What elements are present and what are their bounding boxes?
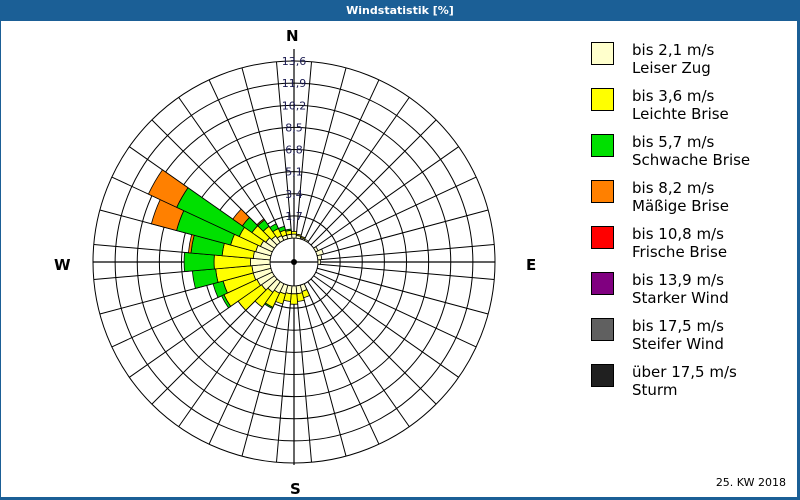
legend-label: bis 5,7 m/s Schwache Brise — [632, 133, 751, 169]
direction-south-label: S — [290, 480, 301, 498]
wind-sector-segment — [303, 238, 310, 243]
grid-spoke — [275, 285, 293, 463]
wind-sector-segment — [147, 169, 189, 208]
legend-label: über 17,5 m/s Sturm — [632, 363, 737, 399]
legend-label: bis 13,9 m/s Starker Wind — [632, 271, 729, 307]
legend: bis 2,1 m/s Leiser Zug bis 3,6 m/s Leichte … — [589, 41, 789, 410]
wind-sector-segment — [291, 233, 297, 239]
wind-sector-segment — [232, 208, 250, 227]
grid-spoke — [295, 61, 313, 239]
legend-swatch — [591, 272, 614, 295]
legend-item: über 17,5 m/s Sturm — [589, 363, 789, 410]
grid-spoke — [317, 267, 489, 315]
wind-sector-segment — [316, 254, 323, 261]
direction-west-label: W — [54, 256, 71, 274]
grid-spoke — [178, 97, 281, 243]
radial-tick-label: 3,4 — [285, 188, 303, 201]
wind-sector-segment — [317, 259, 322, 265]
grid-spoke — [313, 146, 459, 249]
radial-tick-label: 13,6 — [282, 55, 307, 68]
legend-swatch — [591, 226, 614, 249]
wind-sector-segment — [289, 293, 299, 305]
wind-sector-segment — [183, 251, 215, 273]
grid-spoke — [241, 285, 289, 457]
radial-tick-label: 10,2 — [282, 99, 307, 112]
period-label: 25. KW 2018 — [715, 476, 786, 489]
grid-spoke — [303, 283, 380, 445]
grid-spoke — [208, 283, 285, 445]
wind-sector-segment — [315, 248, 324, 257]
legend-item: bis 13,9 m/s Starker Wind — [589, 271, 789, 318]
wind-sector-segment — [269, 223, 279, 233]
legend-item: bis 2,1 m/s Leiser Zug — [589, 41, 789, 88]
center-mark — [291, 259, 297, 265]
grid-spoke — [208, 79, 285, 241]
legend-label: bis 3,6 m/s Leichte Brise — [632, 87, 729, 123]
grid-spoke — [307, 97, 410, 243]
legend-item: bis 10,8 m/s Frische Brise — [589, 225, 789, 272]
direction-east-label: E — [526, 256, 537, 274]
grid-spoke — [299, 285, 347, 457]
grid-spoke — [315, 176, 477, 253]
grid-spoke — [317, 243, 495, 261]
wind-sector-segment — [295, 233, 302, 237]
wind-sector-segment — [277, 225, 286, 233]
radial-tick-label: 6,8 — [285, 144, 303, 157]
grid-spoke — [317, 209, 489, 257]
legend-label: bis 8,2 m/s Mäßige Brise — [632, 179, 729, 215]
legend-swatch — [591, 318, 614, 341]
direction-north-label: N — [286, 27, 299, 45]
wind-sector-segment — [300, 235, 306, 240]
grid-spoke — [310, 119, 437, 246]
legend-swatch — [591, 134, 614, 157]
grid-spoke — [295, 285, 313, 463]
grid-spoke — [275, 61, 293, 239]
radial-tick-label: 1,7 — [285, 210, 303, 223]
legend-item: bis 5,7 m/s Schwache Brise — [589, 133, 789, 180]
wind-sector-segment — [284, 228, 292, 232]
wind-sector-segment — [290, 231, 298, 235]
grid-spoke — [299, 67, 347, 239]
grid-spoke — [313, 275, 459, 378]
legend-swatch — [591, 88, 614, 111]
grid-spoke — [307, 281, 410, 427]
legend-item: bis 17,5 m/s Steifer Wind — [589, 317, 789, 364]
legend-label: bis 2,1 m/s Leiser Zug — [632, 41, 715, 77]
chart-panel: 1,7 3,4 5,1 6,8 8,5 10,2 11,9 13,6 N E S W bis … — [1, 21, 797, 498]
grid-spoke — [317, 263, 495, 281]
legend-label: bis 10,8 m/s Frische Brise — [632, 225, 728, 261]
legend-item: bis 8,2 m/s Mäßige Brise — [589, 179, 789, 226]
legend-item: bis 3,6 m/s Leichte Brise — [589, 87, 789, 134]
grid-spoke — [241, 67, 289, 239]
legend-swatch — [591, 42, 614, 65]
wind-sector-segment — [256, 218, 266, 227]
wind-rose-chart: 1,7 3,4 5,1 6,8 8,5 10,2 11,9 13,6 — [92, 49, 496, 465]
legend-swatch — [591, 364, 614, 387]
grid-spoke — [310, 278, 437, 405]
legend-label: bis 17,5 m/s Steifer Wind — [632, 317, 724, 353]
grid-spoke — [303, 79, 380, 241]
grid-spoke — [315, 271, 477, 348]
radial-tick-label: 5,1 — [285, 166, 303, 179]
window-title: Windstatistik [%] — [0, 0, 800, 21]
legend-swatch — [591, 180, 614, 203]
radial-tick-label: 11,9 — [282, 77, 307, 90]
radial-tick-label: 8,5 — [285, 121, 303, 134]
